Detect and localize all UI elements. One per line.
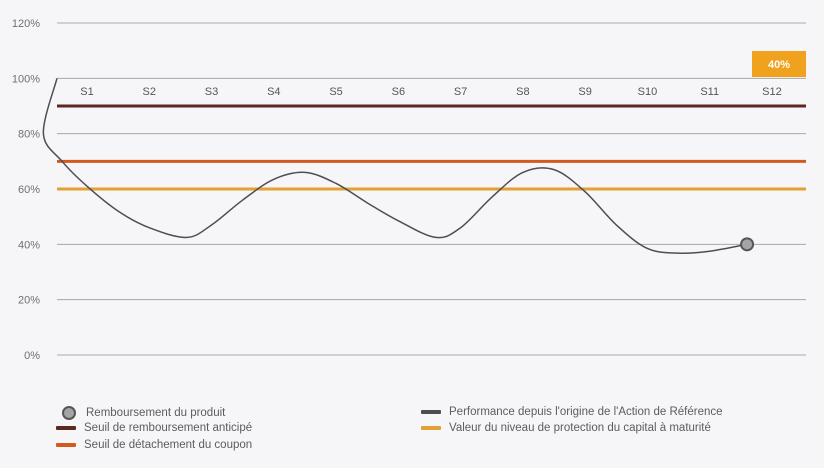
performance-line [42, 78, 748, 255]
y-tick-label: 0% [24, 350, 40, 362]
legend-item-early-redemption: Seuil de remboursement anticipé [56, 422, 252, 434]
period-label: S4 [267, 86, 280, 98]
period-label: S6 [392, 86, 405, 98]
y-tick-label: 40% [18, 239, 40, 251]
value-badge [752, 51, 806, 77]
y-tick-label: 120% [12, 18, 40, 30]
legend-label: Performance depuis l'origine de l'Action… [449, 406, 723, 418]
legend-item-redemption: Remboursement du produit [60, 406, 225, 420]
period-label: S12 [762, 86, 782, 98]
chart-legend: Remboursement du produit Seuil de rembou… [0, 400, 824, 460]
legend-label: Seuil de détachement du coupon [84, 439, 253, 451]
period-label: S11 [700, 86, 719, 98]
redemption-marker-icon [62, 406, 76, 420]
period-label: S9 [578, 86, 591, 98]
line-chart: 120% 100% 80% 60% 40% 20% 0% S1 S2 S3 S4 S5 S6 S7 S8 S9… [12, 18, 806, 362]
redemption-point [740, 237, 755, 252]
period-label: S1 [80, 86, 93, 98]
period-label: S2 [143, 86, 156, 98]
legend-label: Seuil de remboursement anticipé [84, 422, 253, 434]
y-tick-label: 60% [18, 184, 40, 196]
line-swatch-icon [421, 410, 441, 414]
legend-item-performance: Performance depuis l'origine de l'Action… [421, 406, 723, 418]
period-label: S5 [329, 86, 342, 98]
line-swatch-icon [421, 426, 441, 430]
legend-item-coupon: Seuil de détachement du coupon [56, 439, 252, 451]
legend-label: Valeur du niveau de protection du capita… [449, 422, 711, 434]
y-tick-label: 20% [18, 295, 40, 307]
y-tick-label: 80% [18, 129, 40, 141]
period-label: S8 [516, 86, 529, 98]
line-swatch-icon [56, 443, 76, 447]
period-label: S10 [638, 86, 658, 98]
legend-item-protection: Valeur du niveau de protection du capita… [421, 422, 711, 434]
period-label: S7 [454, 86, 467, 98]
legend-label: Remboursement du produit [86, 407, 226, 419]
line-swatch-icon [56, 426, 76, 430]
value-badge-label: 40% [768, 59, 790, 71]
period-label: S3 [205, 86, 218, 98]
y-tick-label: 100% [12, 73, 40, 85]
